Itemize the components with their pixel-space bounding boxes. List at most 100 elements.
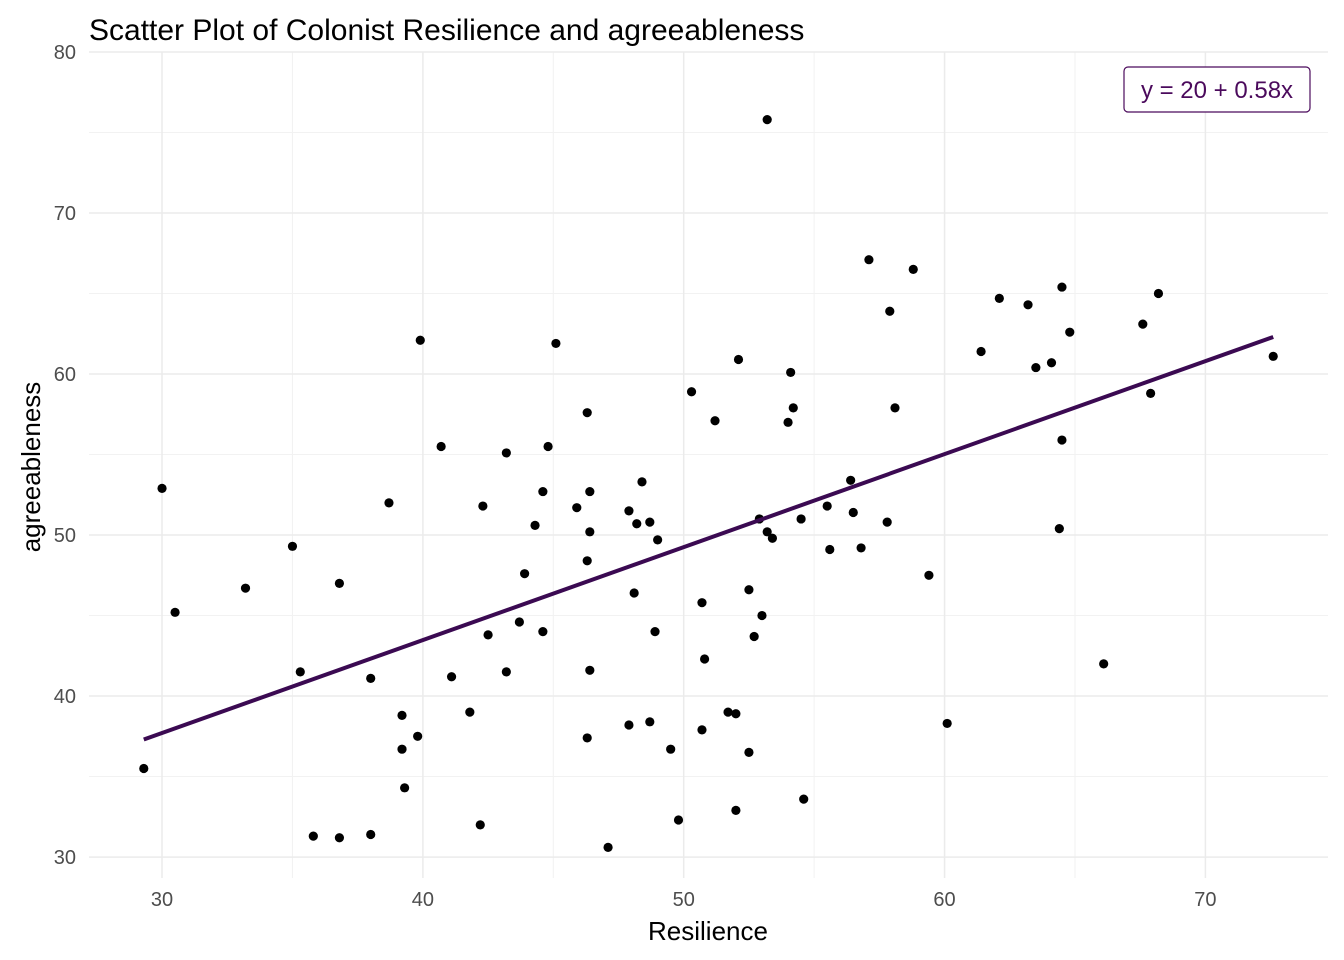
scatter-point [856, 543, 866, 553]
scatter-point [413, 731, 423, 741]
scatter-point [686, 387, 697, 397]
scatter-point [400, 783, 410, 793]
regression-line [143, 335, 1274, 742]
y-axis-label: agreeableness [16, 382, 46, 553]
scatter-point [1057, 435, 1067, 445]
scatter-point [1057, 282, 1067, 292]
scatter-point [501, 667, 511, 677]
equation-box [1123, 66, 1311, 113]
data-points [139, 115, 1278, 853]
scatter-point [637, 477, 647, 487]
scatter-point [1031, 362, 1041, 373]
scatter-point [762, 527, 772, 537]
scatter-point [295, 667, 305, 677]
scatter-point [585, 665, 595, 675]
scatter-point [629, 588, 639, 598]
scatter-point [397, 744, 407, 754]
scatter-point [334, 833, 345, 843]
scatter-point [384, 498, 394, 508]
scatter-point [1046, 358, 1057, 368]
scatter-point [1023, 300, 1033, 310]
y-tick-label: 70 [54, 203, 76, 225]
chart-title: Scatter Plot of Colonist Resilience and … [89, 14, 804, 47]
y-tick-label: 80 [54, 42, 76, 64]
scatter-point [697, 725, 707, 735]
x-tick-label: 60 [933, 889, 955, 911]
x-tick-label: 40 [412, 889, 434, 911]
scatter-point [582, 408, 592, 418]
scatter-point [334, 578, 345, 588]
scatter-point [514, 617, 524, 627]
scatter-point [846, 475, 856, 485]
scatter-point [287, 541, 298, 551]
y-tick-label: 50 [54, 525, 76, 547]
scatter-point [733, 354, 744, 365]
major-gridlines [89, 51, 1328, 878]
scatter-point [699, 654, 710, 664]
scatter-point [157, 483, 167, 493]
x-tick-label: 70 [1194, 889, 1216, 911]
x-axis-label: Resilience [648, 916, 768, 946]
scatter-point [767, 533, 778, 543]
scatter-point [924, 570, 934, 580]
scatter-point [551, 338, 561, 349]
scatter-point [645, 717, 655, 727]
scatter-point [1146, 388, 1156, 398]
scatter-point [538, 486, 548, 497]
x-axis-ticks: 30 40 50 60 70 [151, 889, 1217, 911]
scatter-point [1138, 319, 1148, 329]
scatter-point [788, 403, 798, 413]
scatter-point [465, 707, 475, 717]
scatter-point [501, 448, 511, 458]
minor-gridlines [89, 52, 1328, 878]
scatter-point [1065, 327, 1075, 337]
scatter-point [543, 441, 553, 452]
equation-text: y = 20 + 0.58x [1141, 77, 1293, 104]
scatter-point [723, 707, 733, 717]
scatter-point [650, 627, 660, 637]
scatter-point [397, 710, 407, 720]
scatter-point [603, 842, 613, 853]
scatter-point [976, 346, 986, 357]
scatter-point [653, 535, 663, 545]
scatter-point [170, 607, 180, 617]
scatter-point [624, 506, 634, 516]
scatter-point [308, 831, 318, 841]
scatter-point [848, 507, 858, 518]
scatter-point [744, 585, 754, 595]
scatter-point [799, 794, 809, 804]
scatter-point [436, 441, 446, 452]
scatter-point [757, 610, 767, 621]
y-axis-ticks: 30 40 50 60 70 80 [54, 42, 76, 869]
scatter-point [520, 569, 530, 579]
x-tick-label: 30 [151, 889, 173, 911]
scatter-point [446, 672, 457, 682]
scatter-point [366, 829, 376, 840]
scatter-point [749, 631, 759, 642]
scatter-point [1268, 351, 1278, 361]
scatter-point [139, 763, 149, 774]
scatter-point [415, 335, 425, 345]
equation-annotation: y = 20 + 0.58x [1123, 66, 1311, 113]
scatter-point [908, 264, 918, 274]
scatter-point [632, 519, 642, 529]
scatter-point [783, 417, 793, 427]
scatter-point [666, 744, 676, 754]
scatter-point [697, 598, 707, 608]
scatter-point [825, 544, 835, 555]
scatter-point [942, 718, 952, 729]
scatter-point [530, 520, 540, 530]
scatter-point [366, 673, 376, 683]
scatter-point [585, 486, 595, 497]
scatter-point [885, 306, 895, 316]
scatter-point [572, 503, 582, 513]
scatter-point [673, 815, 684, 825]
scatter-point [582, 733, 592, 743]
scatter-point [1153, 288, 1164, 299]
scatter-point [624, 720, 634, 730]
scatter-point [240, 583, 251, 593]
scatter-point [483, 630, 493, 640]
scatter-point [585, 527, 595, 537]
